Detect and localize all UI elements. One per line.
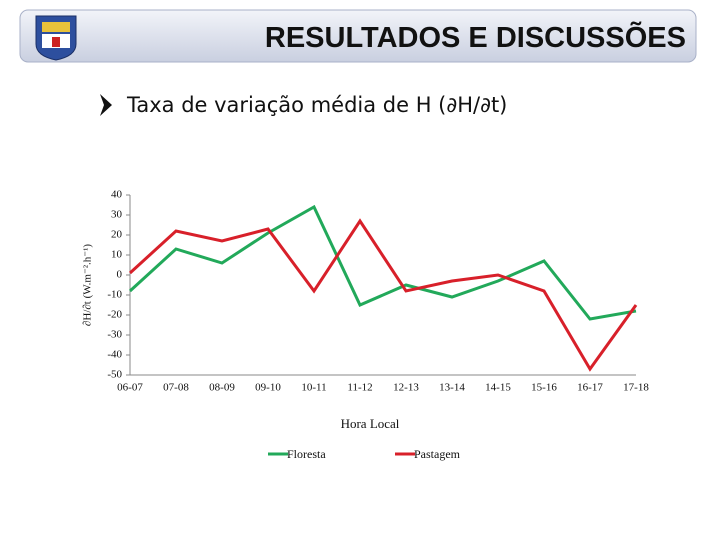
header-bar	[19, 9, 697, 63]
x-tick-label: 06-07	[117, 382, 143, 394]
y-tick-label: -10	[107, 289, 122, 301]
y-tick-label: 30	[111, 209, 123, 221]
x-axis-label: Hora Local	[341, 416, 400, 431]
x-tick-label: 13-14	[439, 382, 465, 394]
bullet-arrow	[100, 94, 112, 116]
subtitle: Taxa de variação média de H (∂H/∂t)	[126, 93, 507, 117]
legend-label: Pastagem	[414, 447, 461, 461]
y-tick-label: -30	[107, 329, 122, 341]
y-tick-label: -20	[107, 309, 122, 321]
y-tick-label: 20	[111, 229, 123, 241]
x-tick-label: 17-18	[623, 382, 649, 394]
header-title: RESULTADOS E DISCUSSÕES	[265, 20, 686, 54]
y-tick-label: 0	[117, 269, 123, 281]
series-line	[128, 218, 638, 372]
x-tick-label: 14-15	[485, 382, 511, 394]
y-tick-label: -40	[107, 349, 122, 361]
legend-label: Floresta	[287, 447, 326, 461]
x-tick-label: 09-10	[255, 382, 281, 394]
x-tick-label: 10-11	[301, 382, 326, 394]
x-tick-label: 15-16	[531, 382, 557, 394]
x-tick-label: 08-09	[209, 382, 235, 394]
y-tick-label: -50	[107, 369, 122, 381]
logo	[35, 15, 77, 61]
x-tick-label: 16-17	[577, 382, 603, 394]
series-line	[128, 204, 637, 321]
y-axis-label: ∂H/∂t (W.m⁻².h⁻¹)	[82, 244, 94, 326]
y-tick-label: 10	[111, 249, 123, 261]
x-tick-label: 11-12	[347, 382, 372, 394]
x-tick-label: 12-13	[393, 382, 419, 394]
y-tick-label: 40	[111, 189, 123, 201]
x-tick-label: 07-08	[163, 382, 189, 394]
